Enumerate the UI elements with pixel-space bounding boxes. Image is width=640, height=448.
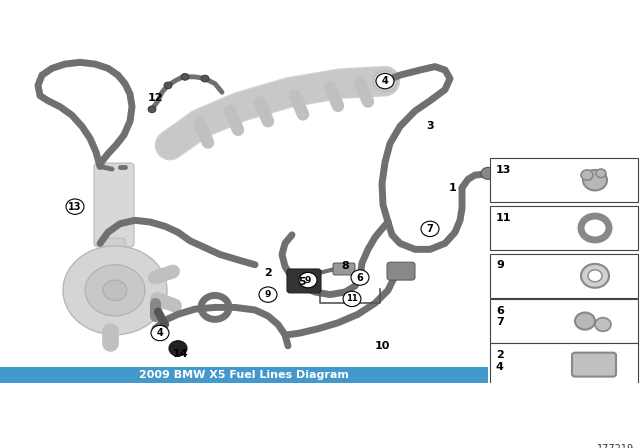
Circle shape (481, 168, 495, 179)
Text: 1: 1 (449, 183, 457, 193)
Circle shape (373, 71, 397, 91)
Circle shape (201, 75, 209, 82)
Circle shape (376, 73, 394, 89)
Circle shape (596, 169, 606, 177)
Text: 2
4: 2 4 (496, 350, 504, 372)
Circle shape (351, 270, 369, 285)
Circle shape (421, 221, 439, 237)
FancyBboxPatch shape (387, 262, 415, 280)
Text: 7: 7 (427, 224, 433, 234)
Text: 5: 5 (298, 277, 306, 287)
Circle shape (103, 280, 127, 301)
FancyBboxPatch shape (490, 254, 638, 298)
Text: 4: 4 (381, 76, 388, 86)
Polygon shape (510, 406, 550, 420)
FancyBboxPatch shape (490, 343, 638, 388)
Circle shape (583, 170, 607, 190)
Text: 9: 9 (305, 276, 311, 284)
Text: 8: 8 (341, 262, 349, 271)
Text: 4: 4 (157, 328, 163, 338)
FancyBboxPatch shape (490, 158, 638, 202)
Circle shape (303, 276, 313, 284)
Circle shape (265, 290, 275, 299)
Text: 6: 6 (356, 272, 364, 283)
Circle shape (343, 291, 361, 306)
Text: 13: 13 (68, 202, 82, 211)
Circle shape (169, 341, 187, 356)
Text: 9: 9 (265, 290, 271, 299)
FancyBboxPatch shape (94, 163, 134, 247)
Circle shape (181, 73, 189, 80)
FancyBboxPatch shape (103, 238, 125, 269)
Circle shape (148, 106, 156, 113)
FancyBboxPatch shape (572, 353, 616, 377)
Text: 11: 11 (346, 294, 358, 303)
Text: 2009 BMW X5 Fuel Lines Diagram: 2009 BMW X5 Fuel Lines Diagram (139, 370, 349, 380)
FancyBboxPatch shape (287, 269, 321, 293)
Text: 3: 3 (426, 121, 434, 131)
Text: 177219: 177219 (597, 444, 634, 448)
Circle shape (299, 272, 317, 288)
Text: 9: 9 (496, 260, 504, 271)
Circle shape (151, 325, 169, 341)
Text: 6
7: 6 7 (496, 306, 504, 327)
Circle shape (581, 170, 593, 180)
FancyBboxPatch shape (490, 206, 638, 250)
Circle shape (259, 287, 277, 302)
Circle shape (581, 264, 609, 288)
FancyBboxPatch shape (490, 299, 638, 343)
Text: 11: 11 (496, 213, 511, 223)
Bar (0, 367, 488, 383)
Circle shape (575, 313, 595, 330)
Polygon shape (510, 420, 580, 425)
Circle shape (66, 199, 84, 214)
Text: 2: 2 (264, 268, 272, 278)
Circle shape (164, 82, 172, 89)
Circle shape (63, 246, 167, 335)
Text: 12: 12 (147, 93, 163, 103)
Text: 10: 10 (374, 341, 390, 351)
Circle shape (85, 265, 145, 316)
Circle shape (595, 318, 611, 332)
Text: 13: 13 (496, 165, 511, 175)
Circle shape (588, 270, 602, 282)
Text: 14: 14 (172, 349, 188, 359)
FancyBboxPatch shape (490, 391, 638, 435)
FancyBboxPatch shape (333, 263, 355, 275)
